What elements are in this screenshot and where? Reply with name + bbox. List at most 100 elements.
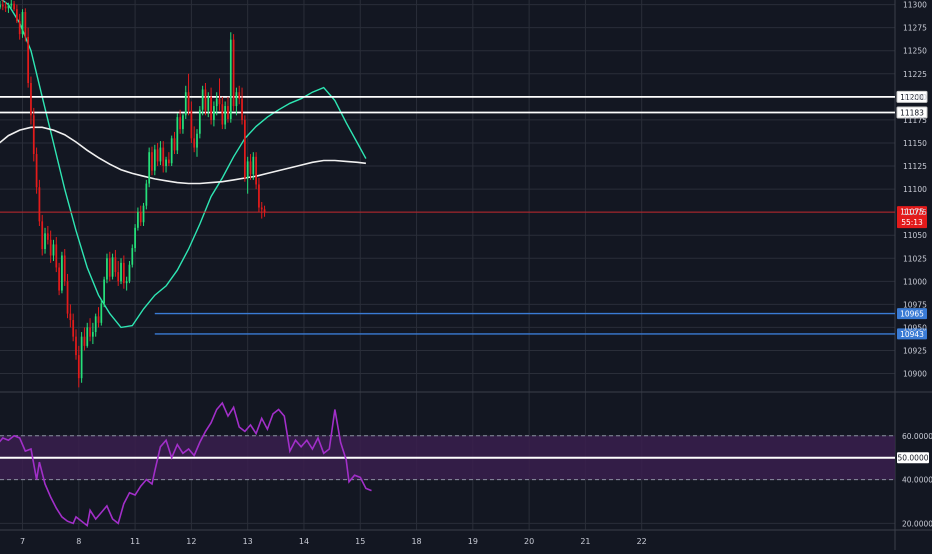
candle-body	[103, 279, 106, 304]
candle-body	[1, 4, 4, 7]
time-axis-tick: 22	[637, 537, 647, 546]
candle-body	[137, 212, 139, 228]
candle-body	[148, 152, 151, 184]
fast-ema-line	[1, 0, 367, 329]
price-axis-tick: 10950	[903, 323, 927, 332]
candle-body	[41, 221, 44, 250]
candle-body	[35, 154, 38, 188]
candle-body	[69, 313, 72, 321]
price-axis-tick: 11175	[903, 116, 927, 125]
candle-body	[179, 117, 181, 130]
candle-body	[108, 258, 111, 277]
candle-body	[213, 106, 215, 120]
time-axis-tick: 18	[411, 537, 421, 546]
candle-body	[232, 39, 235, 107]
candle-body	[249, 161, 252, 175]
candle-body	[10, 3, 13, 6]
support-level-tag	[897, 308, 927, 320]
candle-body	[207, 96, 210, 111]
time-axis-tick: 20	[524, 537, 534, 546]
candle-body	[198, 109, 201, 134]
resistance-level-label: 11200	[900, 93, 924, 102]
candle-body	[252, 156, 255, 175]
candle-body	[46, 233, 49, 240]
candle-body	[83, 336, 86, 346]
candle-body	[156, 149, 159, 162]
candle-body	[227, 106, 229, 119]
candle-body	[215, 98, 218, 107]
candle-body	[55, 244, 58, 268]
candle-body	[44, 233, 46, 250]
price-axis-tick: 11050	[903, 231, 927, 240]
rsi-axis-tick: 60.0000	[902, 432, 932, 441]
candle-body	[142, 205, 145, 223]
candle-body	[4, 6, 7, 9]
candle-body	[0, 4, 1, 8]
candle-body	[114, 257, 117, 273]
candle-body	[75, 336, 77, 356]
candle-body	[66, 281, 69, 314]
current-price-label: 11075	[900, 208, 924, 217]
resistance-level-tag	[896, 106, 928, 119]
candle-body	[246, 161, 249, 179]
candle-body	[193, 138, 196, 148]
candle-countdown-label: 55:13	[901, 218, 923, 227]
candle-body	[145, 183, 148, 206]
candle-body	[24, 11, 27, 37]
price-axis-tick: 11125	[903, 162, 927, 171]
rsi-mid-label: 50.0000	[897, 454, 928, 463]
candle-body	[117, 272, 120, 282]
candle-body	[170, 138, 173, 164]
candle-body	[92, 332, 94, 337]
candle-body	[13, 3, 15, 10]
candle-body	[89, 327, 91, 337]
candle-body	[111, 257, 114, 277]
price-axis-tick: 11150	[903, 139, 927, 148]
candle-body	[61, 255, 63, 291]
candle-body	[241, 98, 243, 120]
slow-moving-average-line	[0, 126, 366, 185]
time-axis-tick: 11	[130, 537, 140, 546]
candle-body	[18, 21, 21, 35]
rsi-axis-tick: 40.0000	[902, 476, 932, 485]
candle-body	[38, 187, 41, 222]
candle-body	[7, 5, 10, 9]
candle-body	[201, 89, 204, 110]
price-axis-tick: 11225	[903, 70, 927, 79]
candle-body	[255, 156, 257, 185]
candle-body	[162, 147, 165, 167]
candle-body	[184, 92, 187, 116]
candle-body	[229, 39, 232, 119]
time-axis-tick: 12	[186, 537, 196, 546]
candle-body	[80, 336, 83, 379]
price-axis-tick: 11075	[903, 208, 927, 217]
candle-body	[72, 320, 75, 337]
rsi-mid-tag	[897, 452, 929, 464]
price-axis-tick: 10925	[903, 346, 927, 355]
time-axis-tick: 13	[243, 537, 253, 546]
candle-body	[94, 316, 97, 333]
candle-body	[106, 258, 108, 280]
price-axis-tick: 10975	[903, 300, 927, 309]
price-axis-tick: 11250	[903, 47, 927, 56]
candle-body	[204, 89, 207, 111]
candle-body	[122, 262, 125, 284]
candle-body	[100, 303, 103, 323]
candle-body	[49, 239, 52, 256]
candle-body	[32, 115, 35, 155]
candle-body	[260, 207, 263, 210]
rsi-line	[0, 401, 372, 528]
candle-body	[58, 267, 60, 291]
candle-body	[238, 92, 241, 99]
resistance-level-tag	[896, 90, 928, 103]
support-level-label: 10943	[900, 330, 924, 339]
candle-body	[182, 115, 184, 130]
candle-body	[167, 159, 170, 164]
current-price-tag	[897, 206, 927, 229]
candle-body	[153, 149, 156, 171]
candle-body	[221, 104, 224, 125]
rsi-axis-tick: 20.0000	[902, 519, 932, 528]
candle-body	[134, 227, 136, 249]
candle-body	[27, 36, 30, 84]
